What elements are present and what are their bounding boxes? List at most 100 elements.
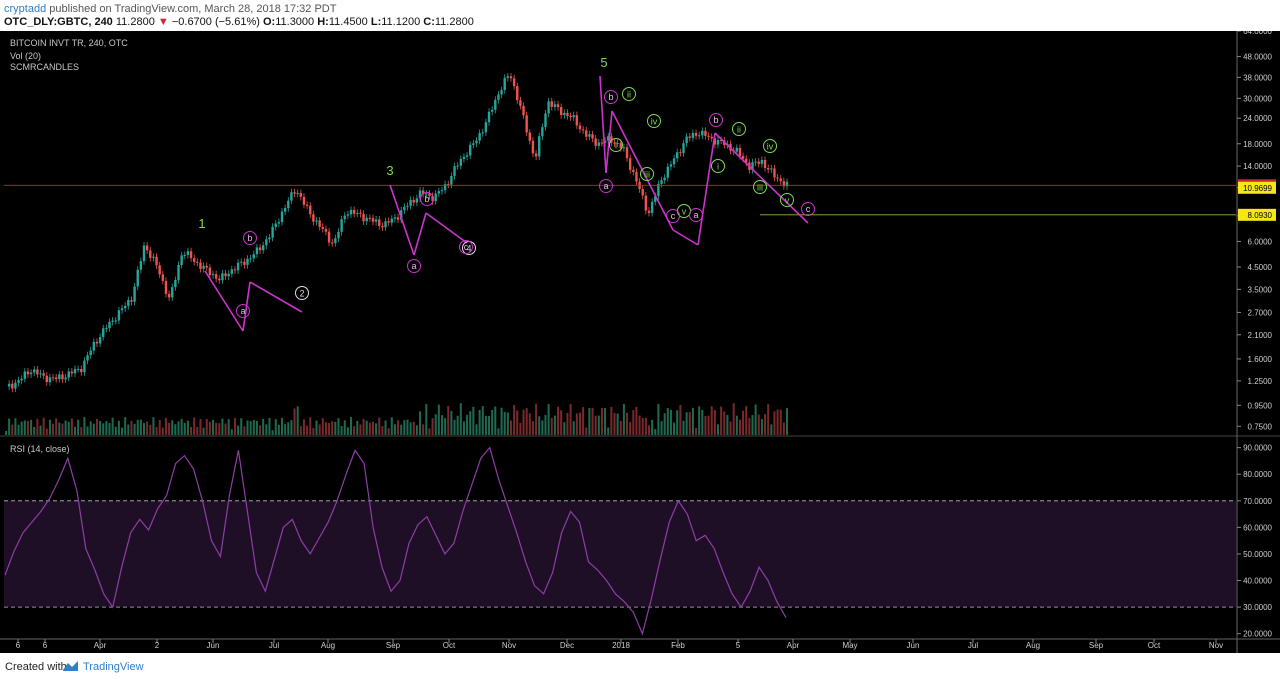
candle-body [487, 111, 491, 123]
volume-bar [563, 422, 566, 435]
volume-bar [74, 426, 77, 435]
candle-body [7, 383, 11, 387]
price-axis-label: 14.0000 [1243, 162, 1272, 171]
volume-bar [45, 428, 48, 435]
volume-bar [466, 414, 469, 435]
candle-body [374, 219, 378, 222]
candle-body [246, 258, 249, 265]
candle-body [139, 261, 143, 270]
candle-body [287, 200, 290, 209]
volume-bar [168, 422, 171, 435]
tradingview-link[interactable]: TradingView [83, 661, 144, 673]
volume-bar [174, 424, 177, 435]
volume-bar [284, 424, 287, 435]
candle-body [274, 223, 277, 227]
candle-body [613, 142, 616, 144]
volume-bar [83, 417, 86, 435]
volume-bar [431, 418, 434, 435]
volume-bar [450, 410, 453, 435]
time-axis-label: 6 [43, 641, 48, 650]
rsi-axis-label: 90.0000 [1243, 444, 1272, 453]
candle-body [192, 258, 196, 262]
volume-bar [152, 417, 155, 435]
volume-bar [440, 415, 443, 435]
open-value: 11.3000 [275, 16, 315, 28]
volume-bar [127, 424, 130, 435]
volume-bar [754, 404, 757, 435]
wave-circle [295, 286, 309, 300]
price-label-box [1238, 208, 1276, 221]
volume-bar [312, 428, 315, 435]
wave-line [389, 184, 415, 256]
volume-bar [42, 417, 45, 435]
published-text: published on TradingView.com, March 28, … [49, 3, 337, 15]
wave-line [611, 110, 674, 231]
price-axis-label: 6.0000 [1248, 237, 1273, 246]
candle-body [594, 138, 597, 146]
candle-body [425, 193, 428, 195]
candle-body [481, 132, 484, 134]
volume-bar [591, 407, 594, 435]
candle-body [779, 178, 782, 182]
volume-bar [265, 424, 268, 435]
chart-area[interactable]: 64.0000 48.0000 38.0000 30.0000 24.0000 18.00… [0, 31, 1280, 653]
chart-header: cryptadd published on TradingView.com, M… [0, 0, 1280, 31]
candle-body [512, 78, 516, 87]
candle-body [58, 374, 61, 380]
candle-body [538, 136, 541, 157]
volume-bar [67, 421, 70, 435]
candle-body [324, 228, 328, 232]
wave-line [599, 75, 607, 174]
candle-body [719, 140, 723, 142]
candle-body [694, 132, 698, 136]
volume-bar [36, 418, 39, 435]
wave-circle [622, 87, 636, 101]
candle-body [33, 369, 36, 373]
volume-bar [240, 418, 243, 435]
tradingview-logo-icon [63, 661, 78, 671]
candle-body [92, 341, 96, 351]
candle-body [174, 279, 177, 288]
candle-body [268, 237, 271, 240]
candle-body [120, 308, 124, 311]
candle-body [400, 210, 403, 220]
volume-bar [629, 422, 632, 435]
volume-bar [491, 409, 494, 435]
candle-body [415, 198, 419, 203]
publisher-link[interactable]: cryptadd [4, 3, 47, 15]
price-chart-canvas[interactable]: 64.0000 48.0000 38.0000 30.0000 24.0000 18.00… [0, 31, 1280, 653]
volume-bar [607, 427, 610, 435]
candle-body [509, 76, 513, 79]
candle-body [556, 104, 560, 108]
candle-body [453, 166, 456, 177]
volume-bar [196, 426, 199, 435]
volume-bar [161, 427, 164, 435]
volume-bar [478, 410, 481, 435]
candle-body [312, 214, 315, 222]
candle-body [296, 193, 299, 195]
candle-body [607, 136, 610, 141]
volume-bar [309, 417, 312, 435]
wave-subwave-label: i [717, 162, 719, 172]
candle-body [277, 222, 281, 224]
candle-body [117, 310, 121, 321]
candle-body [368, 217, 372, 219]
volume-bar [669, 409, 672, 435]
candle-body [356, 212, 359, 214]
price-axis-label: 38.0000 [1243, 73, 1272, 82]
candle-body [280, 211, 284, 223]
close-label: C: [423, 16, 435, 28]
volume-bar [412, 421, 415, 435]
candle-body [704, 130, 707, 136]
volume-bar [682, 420, 685, 435]
candle-body [149, 250, 152, 258]
candle-body [227, 273, 230, 277]
time-axis-label: May [842, 641, 857, 650]
candle-body [547, 101, 550, 114]
candle-body [108, 321, 111, 329]
candle-body [186, 251, 190, 255]
volume-bar [102, 423, 105, 435]
volume-bar [494, 406, 497, 435]
price-axis-label: 2.1000 [1248, 331, 1273, 340]
volume-bar [8, 418, 11, 435]
